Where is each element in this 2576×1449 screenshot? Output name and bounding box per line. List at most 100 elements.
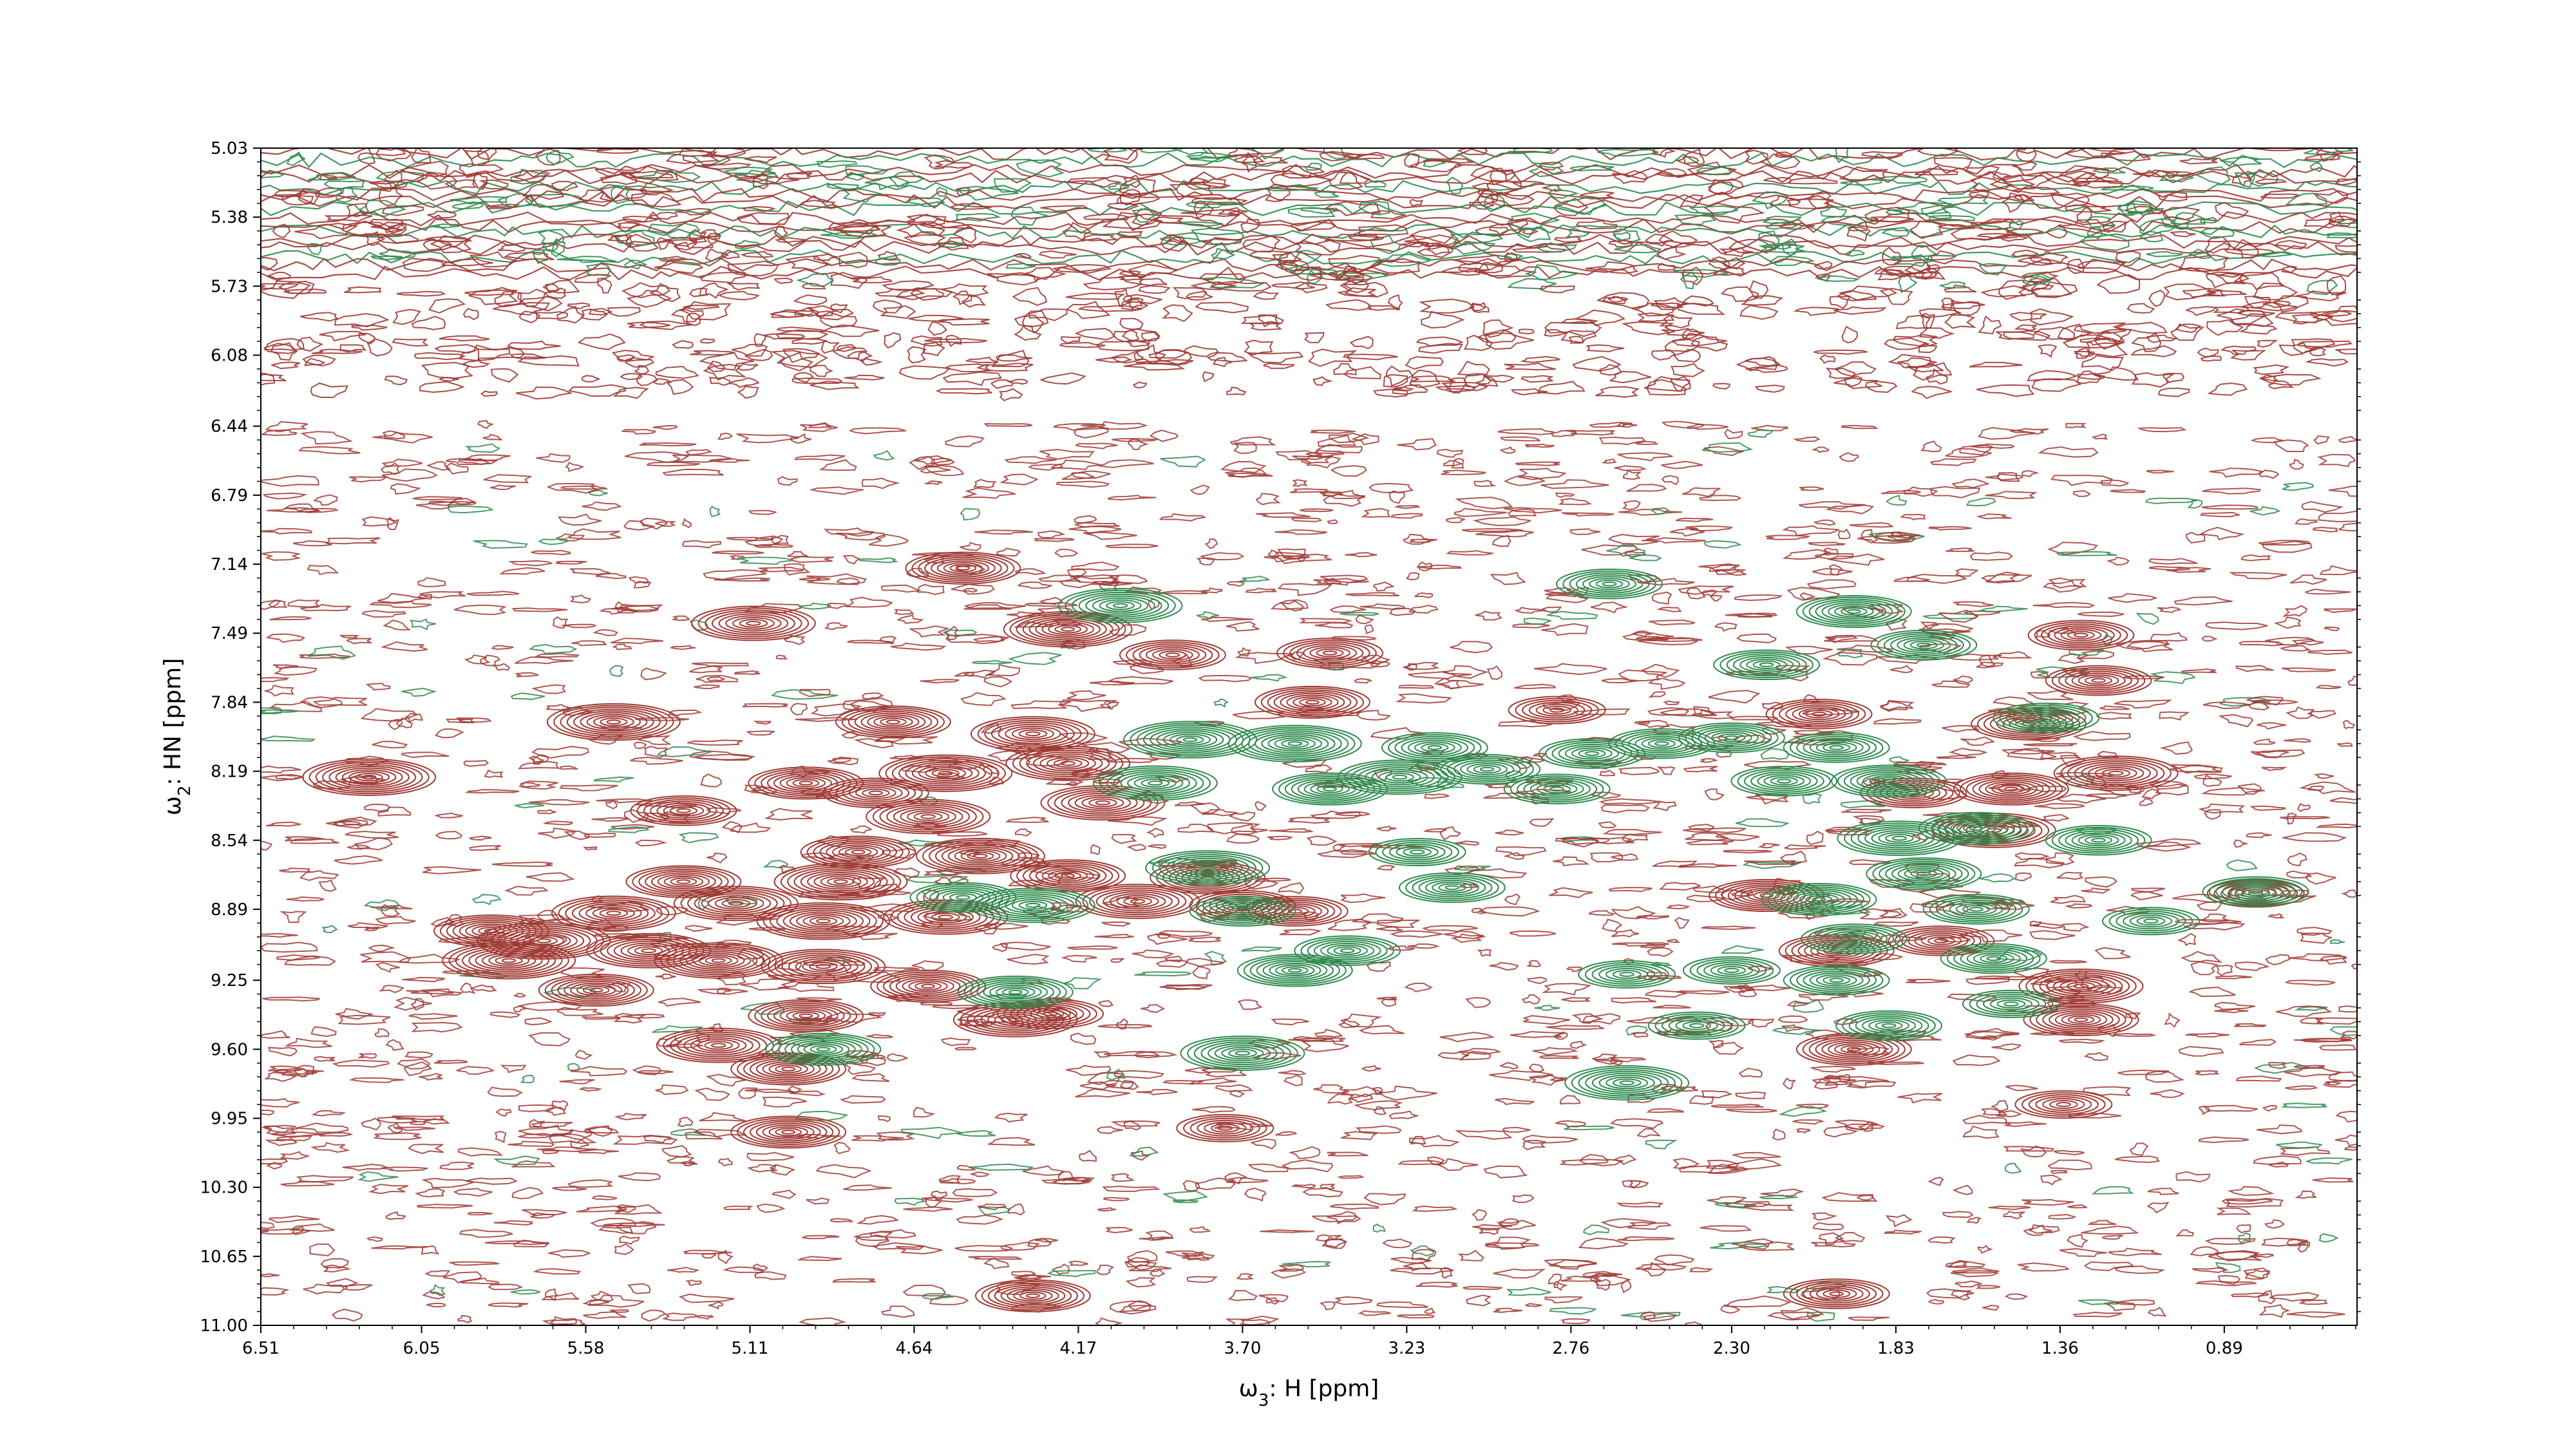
contour-level [762, 1124, 815, 1140]
noise-contour [1992, 696, 2038, 707]
noise-contour [1541, 623, 1589, 636]
noise-contour [700, 773, 722, 788]
band-contour [1122, 294, 1162, 305]
noise-contour [1128, 1300, 1153, 1311]
noise-contour [458, 458, 492, 466]
contour-level [996, 986, 1036, 998]
contour-level [1048, 869, 1088, 882]
band-contour [1614, 243, 1663, 254]
contour-level [851, 849, 866, 855]
noise-contour [1626, 484, 1667, 492]
noise-contour [518, 1133, 565, 1139]
contour-level [1078, 593, 1162, 618]
band-contour [1680, 271, 1699, 290]
contour-level [925, 767, 967, 780]
band-contour [1416, 245, 1454, 258]
contour-level [1035, 866, 1101, 886]
band-contour [1103, 148, 1138, 164]
noise-contour [1515, 461, 1560, 466]
noise-contour [1082, 742, 1132, 753]
noise-contour [1522, 1015, 1571, 1025]
band-contour [1448, 240, 1496, 255]
contour-level [2078, 674, 2119, 687]
noise-contour [2174, 596, 2233, 606]
band-contour [1124, 362, 1186, 371]
band-contour [512, 169, 551, 183]
band-contour [1608, 240, 1633, 248]
noise-contour [1975, 1285, 2001, 1289]
noise-contour [358, 1053, 377, 1059]
noise-contour [456, 1066, 495, 1075]
noise-contour [2045, 852, 2075, 866]
band-contour [1507, 278, 1557, 290]
contour-level [1815, 1037, 1893, 1061]
contour-level [807, 871, 875, 892]
noise-contour [1100, 921, 1131, 927]
noise-contour [2253, 738, 2276, 745]
positive-peak [1005, 745, 1131, 781]
noise-contour [2131, 887, 2166, 893]
noise-contour [1548, 1273, 1562, 1287]
noise-contour [477, 420, 495, 430]
contour-level [1057, 587, 1183, 623]
noise-contour [1127, 1250, 1158, 1264]
noise-contour [1675, 517, 1714, 522]
noise-contour [370, 600, 432, 609]
noise-contour [2315, 823, 2357, 829]
noise-contour [931, 457, 956, 466]
band-contour [1504, 363, 1557, 371]
contour-level [1293, 696, 1332, 708]
noise-contour [1555, 492, 1575, 498]
contour-level [905, 551, 1021, 585]
band-contour [630, 191, 682, 208]
noise-contour [2204, 1238, 2256, 1245]
band-contour [705, 248, 730, 262]
band-contour [2285, 193, 2328, 206]
contour-level [2108, 770, 2124, 776]
noise-contour [345, 830, 399, 839]
noise-contour [677, 1117, 694, 1128]
contour-level [1922, 894, 2030, 925]
contour-level [1829, 745, 1844, 750]
noise-contour [2312, 1177, 2354, 1183]
band-contour [1014, 325, 1042, 341]
contour-level [1120, 773, 1191, 793]
noise-contour [309, 1243, 336, 1256]
band-contour [1206, 352, 1248, 363]
noise-contour [562, 623, 597, 629]
noise-contour [345, 638, 374, 645]
noise-contour [859, 557, 899, 564]
noise-contour [1698, 563, 1736, 571]
contour-level [1909, 640, 1938, 650]
noise-contour [1955, 1280, 1984, 1288]
contour-level [571, 901, 656, 925]
noise-contour [1560, 1318, 1591, 1325]
noise-contour [457, 1315, 473, 1323]
noise-contour [1277, 583, 1333, 596]
band-contour [1520, 355, 1560, 363]
noise-contour [2060, 923, 2090, 932]
band-contour [1926, 368, 1949, 385]
contour-level [826, 877, 855, 886]
noise-contour [1879, 907, 1908, 918]
noise-contour [956, 1164, 977, 1171]
noise-contour [393, 996, 432, 1011]
noise-contour [1553, 856, 1590, 867]
positive-peak [1254, 685, 1370, 719]
band-contour [728, 377, 760, 388]
noise-contour [2282, 605, 2308, 618]
negative-peak [1236, 954, 1353, 987]
band-contour [1510, 180, 1545, 187]
noise-contour [1977, 1244, 1994, 1254]
y-axis: 5.035.385.736.086.446.797.147.497.848.19… [200, 139, 2361, 1336]
noise-contour [830, 1218, 853, 1223]
noise-contour [1581, 544, 1639, 556]
noise-contour [1962, 1125, 2000, 1139]
negative-peak [1678, 722, 1785, 753]
band-contour [1434, 385, 1477, 393]
contour-level [1025, 731, 1041, 737]
band-contour [2163, 372, 2185, 383]
noise-contour [1107, 495, 1157, 501]
band-contour [1124, 339, 1150, 348]
band-contour [699, 229, 722, 240]
